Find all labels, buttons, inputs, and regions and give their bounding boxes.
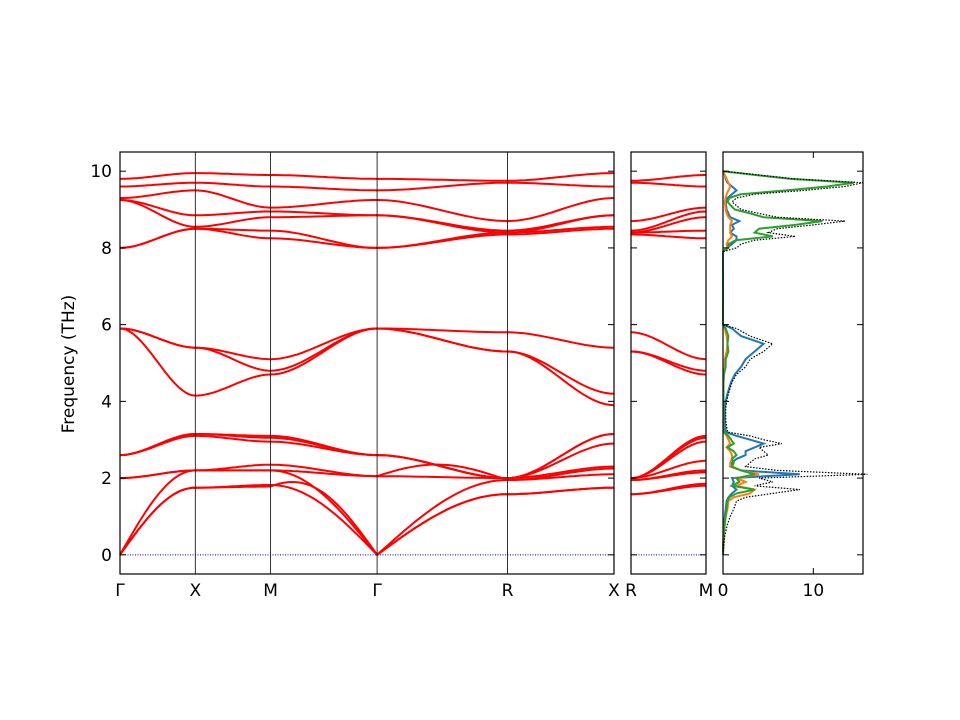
path-label: X [189, 581, 201, 601]
band-line-18 [119, 172, 614, 182]
band-line-2 [119, 484, 614, 557]
band-line-4 [631, 469, 707, 481]
band-structure-panel: 0 2 4 6 8 10 Γ X M Γ R X [90, 151, 620, 601]
dos-line-atom-3 [722, 170, 855, 555]
dos-x-tick-label: 10 [803, 581, 825, 601]
path-label: X [608, 581, 620, 601]
band-line-4 [120, 463, 615, 481]
y-tick-label: 2 [101, 469, 112, 489]
band-line-9 [119, 327, 615, 407]
band-line-13 [119, 225, 614, 249]
band-line-15 [120, 199, 615, 232]
band-line-11 [630, 331, 707, 361]
path-label: Γ [372, 581, 382, 601]
y-tick-label: 4 [101, 392, 112, 412]
path-label: Γ [115, 581, 125, 601]
band-line-10 [119, 327, 615, 395]
band-line-17 [120, 181, 614, 192]
band-line-16 [630, 206, 707, 223]
dos-panel: 0 10 [718, 151, 868, 601]
band-line-5 [120, 463, 614, 480]
path-label: R [625, 581, 637, 601]
band-line-12 [631, 233, 706, 240]
band-line-16 [120, 189, 615, 223]
band-line-5 [630, 459, 707, 480]
y-tick-label: 0 [101, 546, 112, 566]
dos-frame [722, 151, 864, 575]
y-tick-label: 8 [101, 239, 112, 259]
band-line-14 [119, 199, 615, 234]
y-tick-label: 10 [90, 162, 112, 182]
band-line-10 [630, 350, 707, 372]
y-tick-label: 6 [101, 316, 112, 336]
band-line-11 [119, 327, 615, 361]
band-line-14 [630, 216, 707, 234]
band-line-9 [630, 350, 707, 376]
dos-line-total [722, 170, 868, 555]
band-line-6 [119, 434, 615, 480]
y-axis-label: Frequency (THz) [59, 295, 79, 434]
band-line-17 [631, 181, 706, 188]
band-line-2 [631, 482, 707, 496]
dos-line-atom-1 [722, 170, 800, 555]
band-line-8 [119, 433, 615, 480]
panel-frame [630, 151, 707, 575]
band-line-3 [119, 469, 614, 557]
path-label: R [502, 581, 514, 601]
dos-x-tick-label: 0 [718, 581, 729, 601]
band-line-8 [630, 434, 707, 480]
band-line-18 [630, 174, 706, 182]
band-line-15 [630, 210, 707, 232]
path-label: M [263, 581, 278, 601]
path-label: M [699, 581, 714, 601]
panel-frame [119, 151, 615, 575]
